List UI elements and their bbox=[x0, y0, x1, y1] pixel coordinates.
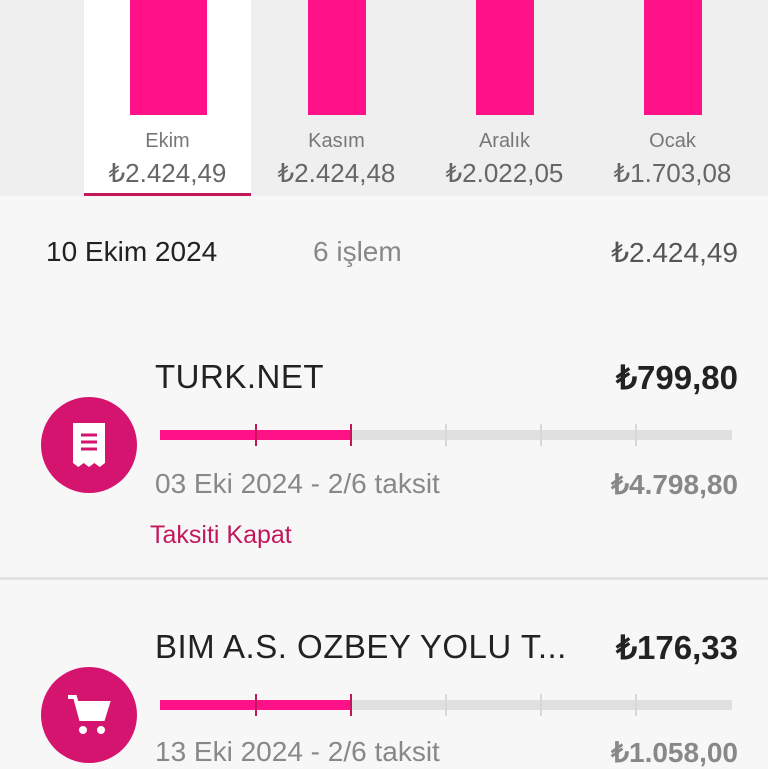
bar-ekim bbox=[130, 0, 207, 115]
bar-aralik bbox=[476, 0, 534, 115]
summary-total: ₺2.424,49 bbox=[611, 237, 738, 268]
merchant-name: TURK.NET bbox=[155, 358, 324, 395]
month-label: Ocak bbox=[649, 130, 696, 152]
receipt-icon bbox=[41, 397, 137, 493]
month-column-ocak[interactable]: Ocak ₺1.703,08 bbox=[589, 0, 756, 196]
month-column-kasim[interactable]: Kasım ₺2.424,48 bbox=[253, 0, 420, 196]
month-label: Aralık bbox=[478, 130, 531, 152]
date-installment: 13 Eki 2024 - 2/6 taksit bbox=[155, 736, 440, 767]
installment-progress bbox=[160, 694, 732, 716]
total-amount: ₺4.798,80 bbox=[611, 469, 738, 500]
installment-amount: ₺176,33 bbox=[616, 629, 738, 666]
monthly-chart: Ekim ₺2.424,49 Kasım ₺2.424,48 Aralık ₺2… bbox=[0, 0, 768, 196]
summary-date: 10 Ekim 2024 bbox=[46, 236, 218, 267]
transaction-item[interactable]: BIM A.S. OZBEY YOLU T... ₺176,33 13 Eki … bbox=[0, 580, 768, 768]
installment-progress bbox=[160, 424, 732, 446]
merchant-name: BIM A.S. OZBEY YOLU T... bbox=[155, 628, 567, 665]
day-summary: 10 Ekim 2024 6 işlem ₺2.424,49 bbox=[0, 232, 768, 276]
installment-amount: ₺799,80 bbox=[616, 359, 738, 396]
cart-icon bbox=[41, 667, 137, 763]
month-column-aralik[interactable]: Aralık ₺2.022,05 bbox=[421, 0, 588, 196]
summary-count: 6 işlem bbox=[313, 236, 402, 267]
month-label: Kasım bbox=[308, 130, 365, 152]
month-amount: ₺2.424,48 bbox=[277, 158, 396, 188]
month-amount: ₺2.424,49 bbox=[108, 158, 227, 188]
date-installment: 03 Eki 2024 - 2/6 taksit bbox=[155, 468, 440, 499]
bar-ocak bbox=[644, 0, 702, 115]
month-column-ekim[interactable]: Ekim ₺2.424,49 bbox=[84, 0, 251, 196]
month-amount: ₺2.022,05 bbox=[445, 158, 564, 188]
month-amount: ₺1.703,08 bbox=[613, 158, 732, 188]
divider bbox=[0, 577, 768, 580]
month-label: Ekim bbox=[145, 130, 190, 152]
transaction-item[interactable]: TURK.NET ₺799,80 03 Eki 2024 - 2/6 taksi… bbox=[0, 340, 768, 577]
total-amount: ₺1.058,00 bbox=[611, 737, 738, 768]
bar-kasim bbox=[308, 0, 366, 115]
close-installment-link[interactable]: Taksiti Kapat bbox=[150, 521, 292, 549]
